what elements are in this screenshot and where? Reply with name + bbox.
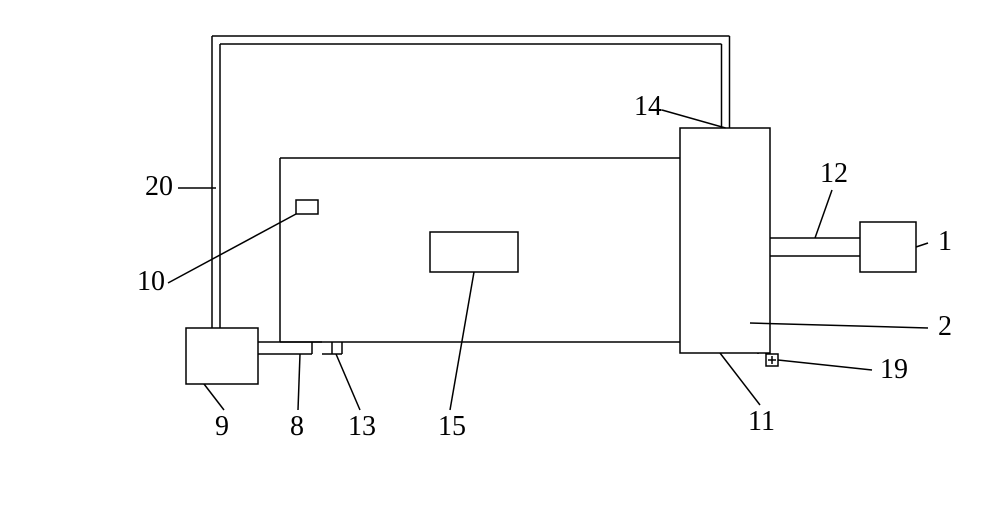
label-15: 15 <box>438 411 466 442</box>
label-1: 1 <box>938 226 952 257</box>
label-19: 19 <box>880 354 908 385</box>
leader-14 <box>662 110 726 128</box>
leader-8 <box>298 354 300 410</box>
leader-10 <box>168 214 296 283</box>
leader-2 <box>750 323 928 328</box>
label-13: 13 <box>348 411 376 442</box>
leader-9 <box>204 384 224 410</box>
unit-1 <box>860 222 916 272</box>
leader-13 <box>336 354 360 410</box>
label-14: 14 <box>634 91 662 122</box>
unit-9 <box>186 328 258 384</box>
inner-15 <box>430 232 518 272</box>
label-8: 8 <box>290 411 304 442</box>
label-12: 12 <box>820 158 848 189</box>
right-box <box>680 128 770 353</box>
leader-11 <box>720 353 760 405</box>
label-9: 9 <box>215 411 229 442</box>
label-20: 20 <box>145 171 173 202</box>
technical-diagram: 12191112142010981315 <box>0 0 1000 517</box>
leader-12 <box>815 190 832 238</box>
stub-10 <box>296 200 318 214</box>
label-10: 10 <box>137 266 165 297</box>
leader-19 <box>778 360 872 370</box>
leader-15 <box>450 272 474 410</box>
label-2: 2 <box>938 311 952 342</box>
leader-1 <box>916 243 928 247</box>
label-11: 11 <box>748 406 775 437</box>
